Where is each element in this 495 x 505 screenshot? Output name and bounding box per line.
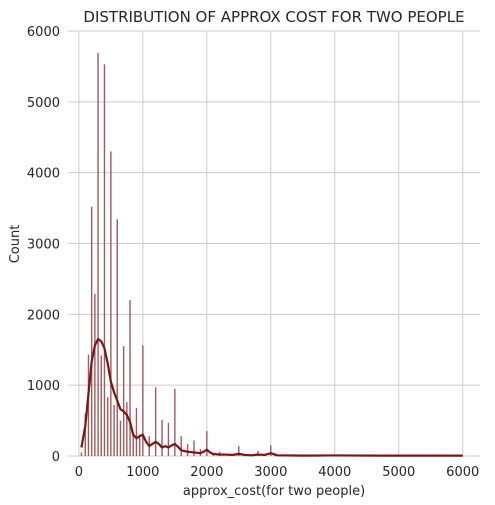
histogram-bar bbox=[80, 452, 83, 456]
y-tick-label: 2000 bbox=[27, 308, 60, 323]
y-tick-label: 5000 bbox=[27, 96, 60, 111]
histogram-bar bbox=[135, 407, 138, 456]
histogram-bar bbox=[174, 388, 176, 456]
histogram-bar bbox=[106, 397, 109, 456]
y-tick-label: 1000 bbox=[27, 379, 60, 394]
histogram-bar bbox=[126, 402, 128, 456]
y-tick-label: 0 bbox=[52, 450, 60, 465]
histogram-bar bbox=[167, 422, 170, 456]
histogram-bar bbox=[113, 405, 115, 456]
histogram-bar bbox=[154, 387, 157, 456]
histogram-bar bbox=[87, 354, 90, 456]
x-tick-label: 2000 bbox=[190, 465, 223, 480]
kde-layer bbox=[80, 338, 463, 457]
histogram-bar bbox=[100, 355, 102, 456]
histogram-bar bbox=[186, 443, 189, 456]
histogram-bar bbox=[110, 151, 112, 456]
histogram-bar bbox=[116, 219, 118, 456]
histogram-bar bbox=[94, 293, 96, 456]
histogram-bar bbox=[206, 431, 208, 456]
histogram-bar bbox=[270, 445, 272, 456]
histogram-bar bbox=[103, 64, 106, 457]
y-axis-label: Count bbox=[8, 225, 23, 264]
kde-curve bbox=[80, 338, 463, 457]
x-tick-label: 5000 bbox=[382, 465, 415, 480]
y-tick-label: 4000 bbox=[27, 167, 60, 182]
x-tick-label: 6000 bbox=[446, 465, 479, 480]
x-tick-label: 0 bbox=[75, 465, 83, 480]
histogram-bar bbox=[129, 300, 131, 456]
histogram-bar bbox=[122, 346, 125, 456]
y-tick-label: 6000 bbox=[27, 25, 60, 40]
chart-title: DISTRIBUTION OF APPROX COST FOR TWO PEOP… bbox=[83, 8, 464, 26]
histogram-bar bbox=[97, 52, 99, 456]
histogram-bar bbox=[84, 413, 86, 456]
x-tick-label: 1000 bbox=[126, 465, 159, 480]
x-axis-label: approx_cost(for two people) bbox=[183, 484, 365, 499]
histogram-bar bbox=[180, 436, 182, 456]
x-tick-label: 3000 bbox=[254, 465, 287, 480]
histogram-bar bbox=[119, 420, 122, 456]
histogram-bar bbox=[90, 206, 93, 456]
grid bbox=[68, 30, 480, 457]
histogram-bar bbox=[142, 345, 144, 456]
histogram-bar bbox=[132, 434, 134, 456]
axis-ticks: 0 1000 2000 3000 4000 5000 6000 0 1000 2000 3000 40… bbox=[27, 25, 479, 480]
y-tick-label: 3000 bbox=[27, 238, 60, 253]
histogram-bar bbox=[138, 434, 141, 456]
histogram-bars bbox=[80, 52, 272, 457]
histogram-bar bbox=[238, 446, 240, 456]
histogram-bar bbox=[161, 419, 163, 456]
histogram-bar bbox=[193, 440, 195, 456]
x-tick-label: 4000 bbox=[318, 465, 351, 480]
